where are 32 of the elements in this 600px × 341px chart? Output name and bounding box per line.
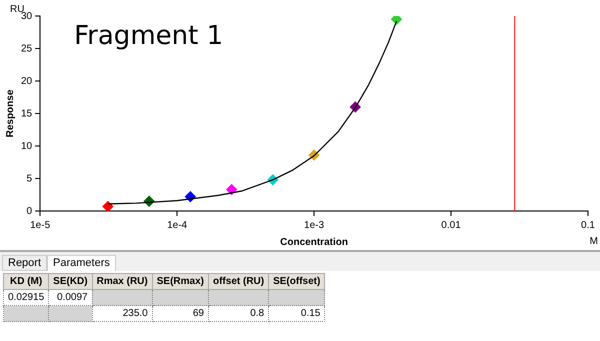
text: 69 <box>152 306 208 322</box>
text: 0.8 <box>208 306 269 322</box>
text: offset (RU) <box>208 274 269 290</box>
text: SE(KD) <box>48 274 92 290</box>
text: SE(Rmax) <box>152 274 208 290</box>
x-axis-title: Concentration <box>280 236 348 248</box>
x-tick-label: 1e-3 <box>304 220 325 231</box>
point <box>391 16 402 25</box>
y-tick-label: 25 <box>21 43 33 54</box>
text: KD (M) <box>4 274 49 290</box>
y-tick-label: 15 <box>21 108 33 120</box>
y-tick-label: 20 <box>21 76 33 87</box>
chart-title: Fragment 1 <box>74 20 224 51</box>
y-tick-label: 0 <box>26 206 33 217</box>
x-tick-label: 0.01 <box>441 220 462 231</box>
text: 235.0 <box>92 306 152 322</box>
y-axis-title: Response <box>4 89 16 138</box>
y-tick-label: 10 <box>21 140 33 152</box>
text: 0.15 <box>268 306 325 322</box>
text: 0.0097 <box>48 290 92 306</box>
point <box>102 200 114 211</box>
text: Parameters <box>47 255 116 271</box>
x-tick-label: 1e-5 <box>30 220 51 231</box>
text: M <box>590 236 598 247</box>
text: Rmax (RU) <box>92 274 152 290</box>
y-tick-label: 5 <box>26 173 33 184</box>
text: SE(offset) <box>268 274 325 290</box>
point <box>226 184 238 196</box>
text: 0.02915 <box>4 290 49 306</box>
text: Report <box>2 255 48 271</box>
x-tick-label: 1e-4 <box>167 220 188 231</box>
x-tick-label: 0.1 <box>581 220 596 231</box>
